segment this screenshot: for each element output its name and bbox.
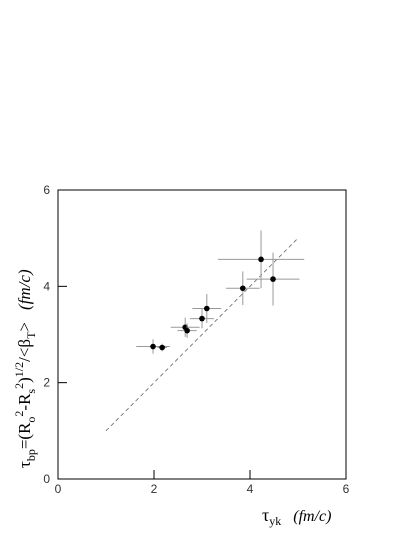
y-axis-label-part: =(R: [15, 422, 34, 449]
y-tick-label: 2: [43, 376, 50, 390]
y-axis-label-part: 2: [12, 383, 26, 389]
plot-frame: [57, 189, 347, 480]
x-tick-label: 6: [343, 482, 350, 496]
data-point: [270, 276, 276, 282]
x-tick-label: 2: [151, 482, 158, 496]
reference-line: [105, 237, 299, 432]
data-point: [258, 256, 264, 263]
x-axis-label-part: yk: [269, 514, 281, 528]
y-axis-label-part: s: [24, 389, 38, 394]
y-axis-label-part: /<β: [15, 339, 34, 362]
x-tick-label: 0: [55, 482, 62, 496]
data-point: [199, 315, 205, 322]
y-axis-label-part: τ: [15, 461, 34, 468]
data-point: [150, 343, 156, 350]
data-point: [184, 327, 190, 334]
y-tick-label: 4: [43, 279, 50, 293]
y-axis-label-part: (fm/c): [15, 269, 34, 310]
y-axis-label-part: 2: [12, 411, 26, 417]
y-axis-label: τbp=(Ro2-Rs2)1/2/<βT>(fm/c): [12, 269, 38, 468]
y-axis-label-part: o: [24, 417, 38, 423]
y-axis-label-part: -R: [15, 393, 34, 411]
y-axis-label-part: T: [24, 331, 38, 339]
y-axis-label-part: 1/2: [12, 362, 26, 377]
x-tick-label: 4: [247, 482, 254, 496]
y-tick-label: 6: [43, 183, 50, 197]
data-point: [159, 344, 165, 351]
y-axis-label-part: bp: [24, 449, 38, 461]
y-axis-label-part: ): [15, 377, 34, 383]
data-point: [204, 305, 210, 312]
x-axis-label-part: (fm/c): [293, 508, 331, 525]
x-axis-label: τyk (fm/c): [262, 505, 331, 528]
data-point: [240, 285, 246, 292]
y-axis-label-part: >: [15, 322, 34, 332]
x-axis-label-part: τ: [262, 505, 269, 525]
y-tick-label: 0: [43, 472, 50, 486]
